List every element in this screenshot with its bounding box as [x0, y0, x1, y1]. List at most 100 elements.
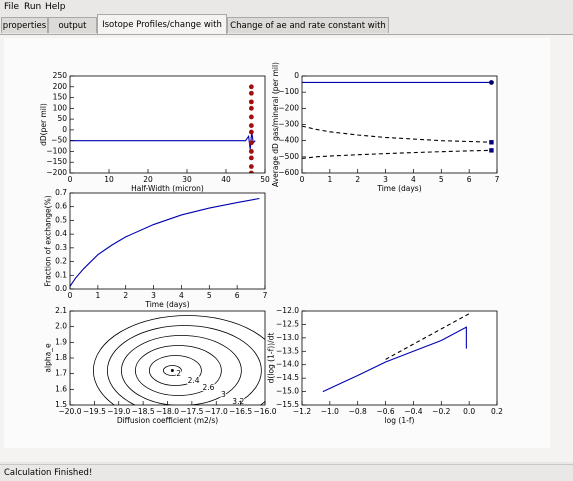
axes-frame [69, 75, 266, 174]
y-tick-label: 1.9 [55, 337, 67, 346]
x-tick-label: 7 [495, 175, 500, 184]
marker [489, 140, 494, 145]
x-tick-label: −19.5 [83, 407, 106, 416]
plot-area [70, 84, 256, 173]
menu-item[interactable]: File [4, 2, 20, 12]
axes-background [70, 76, 265, 173]
x-tick-label: 0 [68, 175, 73, 184]
y-tick-label: 250 [53, 71, 68, 80]
menu-bar: File Run Help [0, 0, 573, 14]
x-tick-label: −17.5 [180, 407, 203, 416]
contour-label: 3 [221, 390, 226, 399]
x-tick-label: −16.5 [229, 407, 252, 416]
y-tick-label: −14.0 [276, 360, 299, 369]
x-tick-label: 7 [263, 291, 268, 300]
x-tick-label: −20.0 [59, 407, 82, 416]
contour-label: 3.2 [232, 397, 244, 406]
tab[interactable]: output text [48, 17, 97, 47]
x-tick-label: 20 [143, 175, 153, 184]
y-axis-label: dD(per mil) [39, 103, 48, 146]
series-line [70, 197, 260, 287]
x-tick-label: −18.0 [156, 407, 179, 416]
y-tick-label: −600 [278, 168, 299, 177]
x-tick-label: 6 [467, 175, 472, 184]
y-tick-label: 150 [53, 93, 68, 102]
x-tick-label: 0.2 [491, 407, 503, 416]
y-tick-label: 1.8 [55, 353, 67, 362]
y-tick-label: −400 [278, 136, 299, 145]
y-tick-label: −500 [278, 152, 299, 161]
axes-background [302, 76, 497, 173]
contour-line [162, 365, 182, 376]
series-line [385, 313, 470, 360]
x-tick-label: 10 [104, 175, 114, 184]
contour-center [170, 369, 174, 373]
x-tick-label: 0 [68, 291, 73, 300]
x-axis-label: log (1-f) [385, 416, 415, 425]
y-tick-label: 1.6 [55, 384, 67, 393]
x-tick-label: 30 [182, 175, 192, 184]
x-tick-label: 5 [207, 291, 212, 300]
menu-item[interactable]: Run [24, 2, 42, 12]
x-tick-label: 3 [383, 175, 388, 184]
contour-label: 2.6 [203, 383, 215, 392]
y-tick-label: −100 [278, 87, 299, 96]
tab[interactable]: Change of ae and rate constant with time [227, 17, 389, 47]
contour-label: 2.4 [188, 376, 200, 385]
axes-background [302, 311, 497, 405]
contour-line [148, 355, 202, 386]
tab-panel: 0 10 20 30 40 50 −200 −150 −100 −50 0 50 100 150 200 25… [0, 34, 573, 462]
y-axis-label: Average dD gas/mineral (per mil) [271, 62, 280, 187]
status-bar: Calculation Finished! [0, 464, 573, 480]
x-axis-label: Diffusion coefficient (m2/s) [117, 416, 218, 425]
x-tick-label: 3 [151, 291, 156, 300]
axes-frame [301, 75, 498, 174]
y-tick-label: 1.7 [55, 369, 67, 378]
contour-label: 2 [176, 369, 181, 378]
axes-frame [69, 192, 266, 290]
x-tick-label: 4 [411, 175, 416, 184]
tab[interactable]: properties [1, 17, 48, 33]
y-tick-label: −13.5 [276, 346, 299, 355]
contour-line [93, 315, 265, 405]
marker [248, 155, 254, 161]
y-tick-label: 100 [53, 103, 68, 112]
y-axis-label: alpha_e [44, 343, 53, 373]
axes-frame [301, 310, 498, 406]
plot-area [322, 313, 470, 393]
marker [248, 84, 254, 90]
marker [248, 129, 254, 135]
y-axis-label: d(log (1-f))/dt [267, 333, 276, 384]
y-tick-label: 200 [53, 82, 68, 91]
x-tick-label: −19.0 [107, 407, 130, 416]
y-axis-label: Fraction of exchange(%) [44, 195, 53, 286]
tab-active[interactable]: Isotope Profiles/change with time [97, 14, 227, 50]
x-tick-label: −16.0 [254, 407, 277, 416]
contour-label: 3.4 [247, 404, 259, 413]
x-tick-label: 40 [221, 175, 231, 184]
figure: 0 10 20 30 40 50−200−150−100−5005010015020025… [4, 38, 550, 448]
y-tick-label: −150 [46, 157, 67, 166]
x-tick-label: 1 [327, 175, 332, 184]
marker [248, 140, 254, 146]
x-tick-label: 50 [260, 175, 270, 184]
x-tick-label: −17.0 [205, 407, 228, 416]
menu-item[interactable]: Help [45, 2, 66, 12]
series-line [322, 326, 467, 393]
x-tick-label: −0.4 [404, 407, 422, 416]
y-tick-label: 0.3 [55, 243, 67, 252]
y-tick-label: −15.5 [276, 400, 299, 409]
y-tick-label: 0.4 [55, 229, 67, 238]
marker [248, 90, 254, 96]
series-line [302, 125, 492, 143]
x-tick-label: 4 [179, 291, 184, 300]
y-tick-label: 0.7 [55, 188, 67, 197]
y-tick-label: −200 [278, 103, 299, 112]
marker [248, 105, 254, 111]
y-tick-label: −14.5 [276, 373, 299, 382]
plot-area [302, 80, 494, 159]
marker [248, 149, 254, 154]
y-tick-label: −12.0 [276, 306, 299, 315]
x-tick-label: 6 [235, 291, 240, 300]
